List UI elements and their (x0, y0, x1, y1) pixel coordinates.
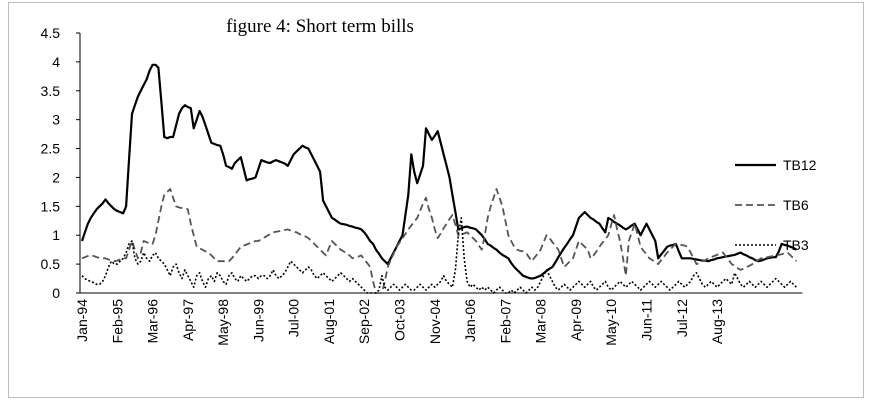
x-tick-label: Aug-01 (321, 299, 337, 344)
series-line (80, 63, 797, 280)
x-tick-label: Sep-02 (356, 299, 372, 344)
legend-label: TB3 (783, 237, 809, 253)
y-tick-label: 2 (52, 169, 60, 185)
x-tick-label: Jun-11 (638, 299, 654, 341)
series-line (81, 217, 797, 294)
x-tick-label: Jul-12 (674, 299, 690, 337)
y-tick-label: 2.5 (41, 141, 61, 157)
x-tick-label: Apr-09 (568, 299, 584, 341)
x-tick-label: Feb-07 (497, 299, 513, 344)
x-tick-label: Jul-00 (286, 299, 302, 337)
legend-label: TB12 (783, 157, 817, 173)
chart-title: figure 4: Short term bills (226, 16, 414, 37)
legend-label: TB6 (783, 197, 809, 213)
x-tick-label: Mar-08 (533, 299, 549, 344)
x-tick-label: Nov-04 (427, 299, 443, 344)
y-tick-label: 3.5 (41, 83, 61, 99)
y-tick-label: 4 (52, 54, 60, 70)
x-tick-label: Oct-03 (392, 299, 408, 341)
y-tick-label: 4.5 (41, 25, 61, 41)
x-tick-label: Jan-06 (462, 299, 478, 342)
x-tick-label: Jun-99 (250, 299, 266, 342)
x-tick-label: May-98 (215, 299, 231, 346)
x-tick-label: Jan-94 (74, 299, 90, 342)
y-tick-label: 0 (52, 285, 60, 301)
x-tick-label: Apr-97 (180, 299, 196, 341)
x-tick-label: Feb-95 (109, 299, 125, 344)
x-tick-label: Aug-13 (709, 299, 725, 344)
y-tick-label: 1.5 (41, 198, 61, 214)
y-tick-label: 1 (52, 227, 60, 243)
x-tick-label: Mar-96 (145, 299, 161, 344)
y-tick-label: 3 (52, 112, 60, 128)
y-tick-label: 0.5 (41, 256, 61, 272)
x-tick-label: May-10 (603, 299, 619, 346)
series-line (81, 188, 798, 294)
